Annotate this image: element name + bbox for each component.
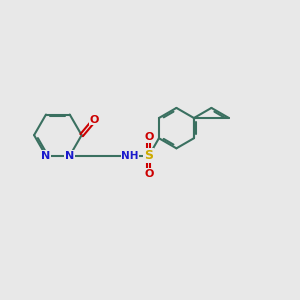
Text: S: S: [144, 149, 153, 162]
Text: O: O: [144, 169, 154, 179]
Text: N: N: [65, 151, 74, 161]
Text: NH: NH: [121, 151, 139, 161]
Text: N: N: [41, 151, 51, 161]
Text: O: O: [90, 115, 99, 125]
Text: O: O: [144, 132, 154, 142]
